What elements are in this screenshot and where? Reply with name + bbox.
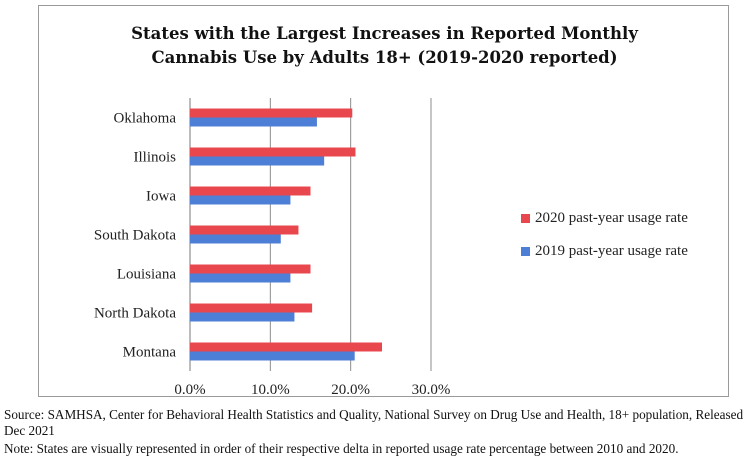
x-tick-label: 10.0% [251,382,290,398]
legend-item-2019: 2019 past-year usage rate [521,243,688,260]
legend-swatch-2020 [521,214,530,223]
category-label: South Dakota [94,228,176,244]
x-tick-label: 20.0% [331,382,370,398]
legend-label-2020: 2020 past-year usage rate [535,210,688,226]
bar-2019 [190,351,355,361]
bar-2019 [190,234,281,244]
bar-2020 [190,108,353,118]
legend-label-2019: 2019 past-year usage rate [535,243,688,259]
chart-title-line-2: Cannabis Use by Adults 18+ (2019-2020 re… [151,48,618,67]
chart-frame: States with the Largest Increases in Rep… [38,5,730,398]
bar-2020 [190,147,356,157]
bar-2019 [190,195,291,205]
x-tick-label: 30.0% [412,382,451,398]
category-label: Oklahoma [114,111,177,127]
bar-2019 [190,156,325,166]
bar-2020 [190,303,313,313]
legend-item-2020: 2020 past-year usage rate [521,210,688,227]
legend: 2020 past-year usage rate 2019 past-year… [521,210,688,276]
category-label: Louisiana [117,267,176,283]
category-label: North Dakota [94,306,176,322]
bar-2019 [190,273,291,283]
legend-swatch-2019 [521,247,530,256]
category-label: Illinois [133,150,176,166]
footer-notes: Source: SAMHSA, Center for Behavioral He… [4,407,746,459]
bar-plot: 0.0% 10.0% 20.0% 30.0% Oklahoma Illinois Iowa S… [94,98,451,398]
source-note: Source: SAMHSA, Center for Behavioral He… [4,407,744,438]
ordering-note: Note: States are visually represented in… [4,441,679,456]
bar-2019 [190,117,317,127]
category-label: Iowa [146,189,176,205]
bar-2020 [190,342,382,352]
x-tick-label: 0.0% [174,382,205,398]
bar-2020 [190,186,311,196]
chart-title: States with the Largest Increases in Rep… [39,22,730,70]
category-label: Montana [123,345,177,361]
bar-2020 [190,225,299,235]
bar-2020 [190,264,311,274]
bar-2019 [190,312,295,322]
chart-title-line-1: States with the Largest Increases in Rep… [131,24,638,43]
